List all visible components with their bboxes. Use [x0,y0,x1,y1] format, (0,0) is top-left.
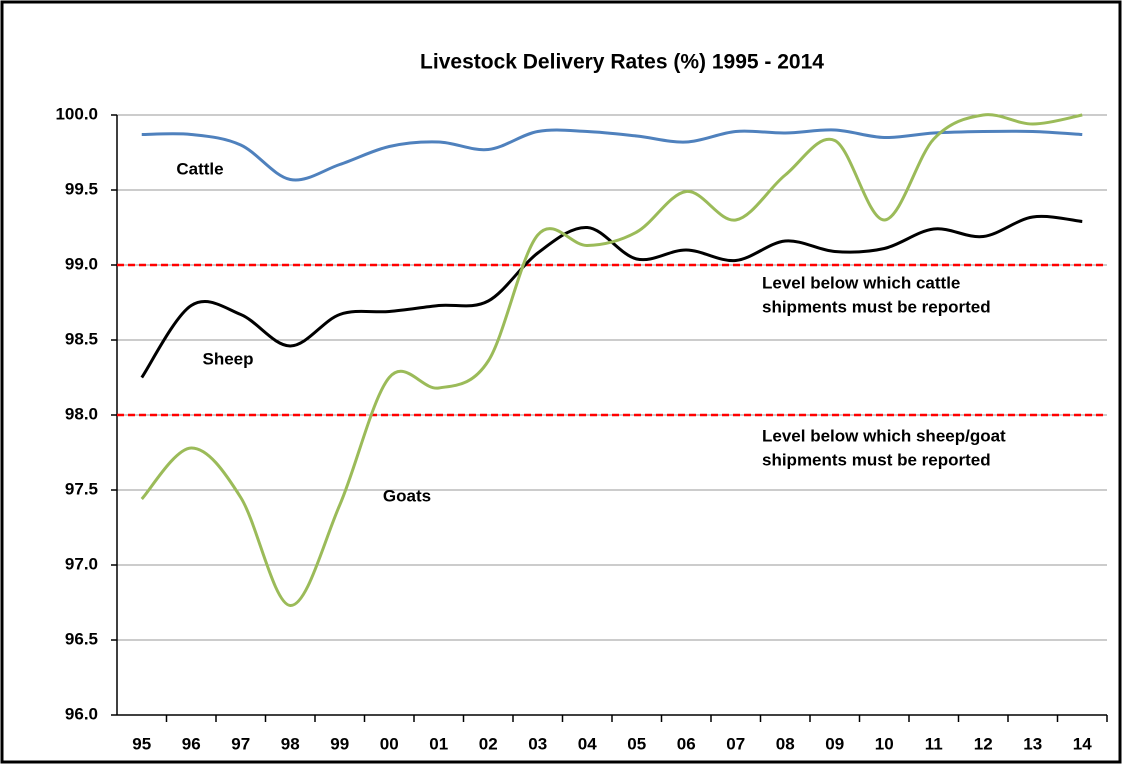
x-tick-label: 07 [726,734,745,753]
x-tick-label: 14 [1073,734,1092,753]
x-tick-label: 03 [528,734,547,753]
y-tick-label: 99.5 [65,179,98,198]
y-tick-label: 96.5 [65,629,98,648]
x-tick-label: 00 [380,734,399,753]
x-tick-label: 09 [825,734,844,753]
reference-label: Level below which cattle [762,273,960,292]
x-tick-label: 04 [578,734,597,753]
x-tick-label: 98 [281,734,300,753]
x-tick-label: 06 [677,734,696,753]
series-label: Goats [383,486,431,505]
x-tick-label: 01 [429,734,448,753]
series-label: Sheep [202,349,253,368]
y-tick-label: 100.0 [55,104,98,123]
x-tick-label: 96 [182,734,201,753]
reference-label: Level below which sheep/goat [762,426,1006,445]
y-tick-label: 99.0 [65,254,98,273]
series-label: Cattle [176,159,223,178]
series-line [141,128,1083,182]
x-tick-label: 05 [627,734,646,753]
x-tick-label: 10 [875,734,894,753]
x-tick-label: 99 [330,734,349,753]
x-tick-label: 97 [231,734,250,753]
y-tick-label: 97.0 [65,554,98,573]
x-tick-label: 08 [776,734,795,753]
x-tick-label: 11 [925,734,943,753]
x-tick-label: 13 [1023,734,1042,753]
y-tick-label: 96.0 [65,704,98,723]
x-tick-label: 12 [974,734,993,753]
x-tick-label: 95 [132,734,151,753]
reference-label: shipments must be reported [762,450,991,469]
y-tick-label: 98.5 [65,329,98,348]
y-tick-label: 97.5 [65,479,98,498]
reference-label: shipments must be reported [762,297,991,316]
chart-title: Livestock Delivery Rates (%) 1995 - 2014 [420,51,824,74]
series-line [140,113,1083,607]
series-line [140,214,1083,379]
x-tick-label: 02 [479,734,498,753]
y-tick-label: 98.0 [65,404,98,423]
